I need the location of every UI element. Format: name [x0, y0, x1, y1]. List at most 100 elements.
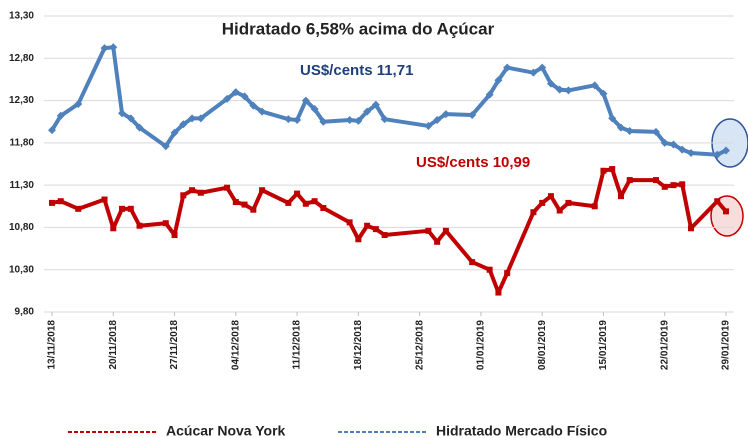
marker: [441, 110, 450, 119]
x-tick-label: 25/12/2018: [414, 320, 425, 370]
marker: [599, 89, 608, 98]
series-line: [50, 45, 727, 157]
marker: [179, 120, 188, 129]
series-line: [51, 167, 728, 295]
marker: [319, 117, 328, 126]
y-tick-label: 12,30: [9, 95, 34, 106]
marker: [136, 222, 143, 229]
marker: [556, 207, 563, 214]
marker: [189, 187, 196, 194]
marker: [608, 114, 617, 123]
marker: [723, 208, 729, 215]
marker: [249, 101, 258, 110]
marker: [600, 167, 607, 174]
marker: [48, 126, 56, 135]
marker: [670, 182, 677, 189]
y-tick-label: 13,30: [9, 11, 34, 22]
marker: [355, 236, 362, 243]
marker: [504, 270, 511, 277]
x-tick-label: 18/12/2018: [353, 320, 364, 370]
marker: [469, 259, 476, 266]
marker: [371, 100, 380, 109]
marker: [546, 79, 555, 88]
marker: [74, 99, 83, 108]
marker: [363, 107, 372, 116]
marker: [110, 225, 117, 232]
x-tick-label: 04/12/2018: [230, 320, 241, 370]
marker: [232, 199, 239, 206]
marker: [285, 199, 292, 206]
marker: [284, 115, 293, 124]
marker: [529, 68, 538, 77]
y-tick-label: 9,80: [15, 307, 35, 318]
annotation: US$/cents 10,99: [416, 154, 530, 171]
marker: [591, 203, 598, 210]
marker: [626, 177, 633, 184]
marker: [503, 63, 512, 72]
marker: [625, 127, 634, 136]
y-tick-label: 12,80: [9, 53, 34, 64]
marker: [75, 205, 82, 212]
marker: [433, 116, 442, 125]
marker: [57, 198, 64, 205]
marker: [311, 198, 318, 205]
marker: [188, 114, 197, 123]
marker: [485, 90, 494, 99]
marker: [109, 43, 118, 52]
marker: [547, 193, 554, 200]
marker: [442, 227, 449, 234]
marker: [170, 128, 179, 137]
marker: [424, 121, 433, 130]
marker: [135, 123, 144, 132]
marker: [240, 92, 249, 101]
marker: [372, 226, 379, 233]
marker: [652, 177, 659, 184]
marker: [223, 94, 232, 103]
marker: [661, 183, 668, 190]
y-tick-label: 11,80: [10, 137, 35, 148]
y-tick-label: 10,80: [9, 222, 34, 233]
marker: [687, 225, 694, 232]
x-tick-label: 27/11/2018: [169, 320, 180, 370]
x-tick-label: 15/01/2019: [598, 320, 609, 370]
y-tick-label: 11,30: [10, 180, 35, 191]
marker: [119, 205, 126, 212]
marker: [258, 107, 267, 116]
marker: [686, 149, 695, 158]
marker: [651, 127, 660, 136]
marker: [301, 96, 310, 105]
x-tick-label: 22/01/2019: [659, 320, 670, 370]
marker: [679, 181, 686, 188]
marker: [161, 142, 170, 151]
marker: [722, 146, 730, 155]
marker: [714, 198, 721, 205]
marker: [118, 109, 127, 118]
marker: [495, 289, 502, 296]
marker: [564, 86, 573, 95]
x-tick-label: 01/01/2019: [476, 320, 487, 370]
legend-label: Hidratado Mercado Físico: [436, 423, 607, 438]
marker: [660, 138, 669, 147]
marker: [617, 193, 624, 200]
chart-title: Hidratado 6,58% acima do Açúcar: [222, 19, 495, 38]
marker: [380, 115, 389, 124]
marker: [565, 199, 572, 206]
marker: [468, 110, 477, 119]
marker: [530, 209, 537, 216]
marker: [346, 219, 353, 226]
annotation: US$/cents 11,71: [300, 62, 413, 79]
marker: [231, 88, 240, 97]
x-tick-label: 13/11/2018: [47, 320, 58, 370]
marker: [49, 199, 55, 206]
marker: [101, 196, 108, 203]
marker: [250, 206, 257, 213]
marker: [713, 150, 722, 159]
marker: [56, 111, 65, 120]
marker: [616, 123, 625, 132]
marker: [320, 204, 327, 211]
legend-label: Acúcar Nova York: [166, 423, 286, 438]
marker: [126, 114, 135, 123]
marker: [555, 85, 564, 94]
marker: [494, 76, 503, 85]
